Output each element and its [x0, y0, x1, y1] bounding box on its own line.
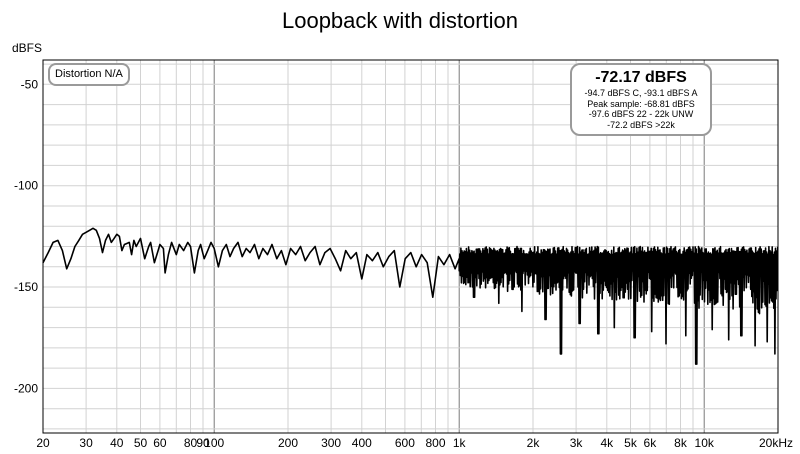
- x-tick-label: 8k: [674, 436, 688, 450]
- y-tick-label: -100: [14, 179, 38, 193]
- x-tick-label: 2k: [527, 436, 541, 450]
- chart-title: Loopback with distortion: [281, 8, 519, 33]
- x-tick-label: 100: [204, 436, 224, 450]
- distortion-label: Distortion N/A: [48, 63, 130, 86]
- y-axis-label: dBFS: [12, 41, 42, 55]
- x-tick-label: 10k: [695, 436, 715, 450]
- peak-sample-readout: Peak sample: -68.81 dBFS: [587, 98, 695, 109]
- x-tick-label: 80: [184, 436, 198, 450]
- x-tick-label: 90: [196, 436, 210, 450]
- x-tick-label: 20kHz: [759, 436, 793, 450]
- x-tick-label: 800: [425, 436, 445, 450]
- unweighted-readout: -97.6 dBFS 22 - 22k UNW: [588, 109, 694, 119]
- y-tick-label: -150: [14, 280, 38, 294]
- level-readout: -72.17 dBFS: [595, 69, 687, 86]
- x-tick-label: 30: [79, 436, 93, 450]
- x-tick-label: 300: [321, 436, 341, 450]
- spectrum-line: [42, 227, 779, 365]
- x-tick-label: 20: [36, 436, 50, 450]
- x-tick-label: 40: [110, 436, 124, 450]
- ultrasonic-readout: -72.2 dBFS >22k: [607, 119, 675, 130]
- y-tick-labels: -50 -100 -150 -200: [14, 77, 38, 395]
- x-tick-label: 50: [134, 436, 148, 450]
- y-tick-label: -50: [21, 77, 39, 91]
- spectrum-trace: [42, 227, 779, 365]
- x-tick-label: 4k: [600, 436, 614, 450]
- x-tick-label: 600: [395, 436, 415, 450]
- x-tick-label: 6k: [644, 436, 658, 450]
- x-tick-label: 5k: [624, 436, 638, 450]
- x-tick-label: 400: [352, 436, 372, 450]
- x-tick-label: 200: [278, 436, 298, 450]
- y-tick-label: -200: [14, 381, 38, 395]
- plot-frame: [42, 59, 779, 434]
- measurement-box: -72.17 dBFS -94.7 dBFS C, -93.1 dBFS A P…: [570, 63, 712, 136]
- distortion-text: Distortion N/A: [55, 68, 123, 80]
- weighted-readout: -94.7 dBFS C, -93.1 dBFS A: [584, 88, 698, 98]
- x-tick-label: 60: [153, 436, 167, 450]
- x-tick-label: 3k: [570, 436, 584, 450]
- x-tick-label: 1k: [453, 436, 467, 450]
